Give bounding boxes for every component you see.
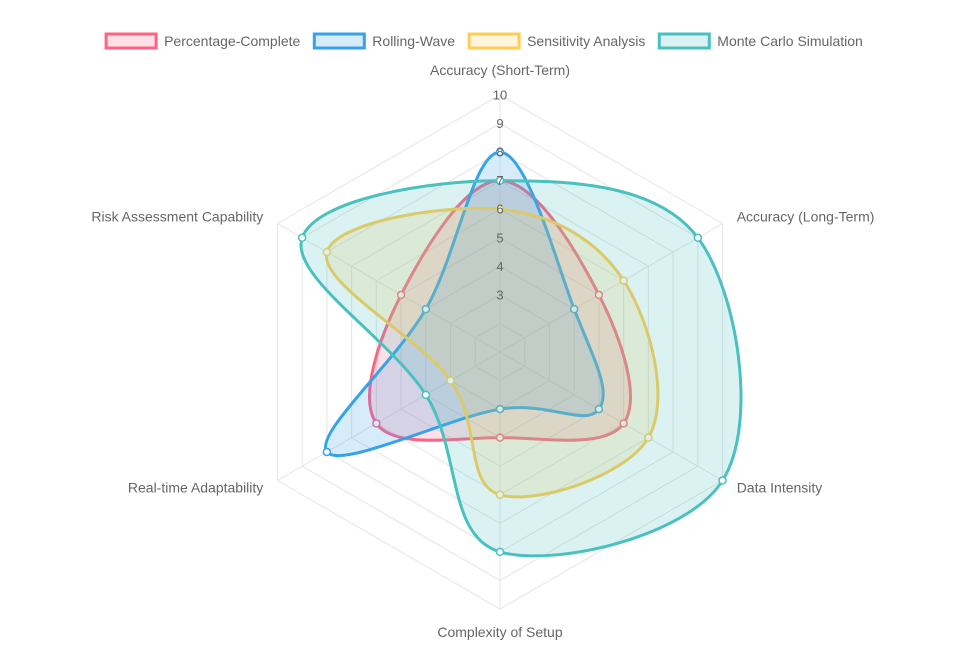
tick-label-4: 4 (496, 259, 503, 274)
legend-item-rolling-wave[interactable]: Rolling-Wave (312, 32, 455, 50)
point-percentage-complete-risk-assessment-capability[interactable] (396, 290, 406, 300)
tick-label-5: 5 (496, 230, 503, 245)
point-sensitivity-analysis-real-time-adaptability[interactable] (446, 376, 455, 385)
point-rolling-wave-accuracy-long-term[interactable] (569, 304, 579, 314)
legend-swatch-rolling-wave (312, 32, 366, 50)
series-sensitivity-analysis (322, 204, 660, 500)
tick-label-6: 6 (496, 202, 503, 217)
tick-label-9: 9 (496, 116, 503, 131)
point-sensitivity-analysis-data-intensity[interactable] (644, 433, 653, 442)
point-monte-carlo-simulation-data-intensity[interactable] (718, 476, 727, 485)
axis-label-risk-assessment-capability: Risk Assessment Capability (91, 209, 263, 225)
radar-series (297, 147, 743, 558)
point-monte-carlo-simulation-accuracy-short-term[interactable] (495, 176, 505, 185)
point-monte-carlo-simulation-risk-assessment-capability[interactable] (297, 233, 307, 243)
point-monte-carlo-simulation-accuracy-long-term[interactable] (693, 233, 703, 243)
series-area-monte-carlo-simulation (299, 179, 743, 558)
point-rolling-wave-data-intensity[interactable] (594, 404, 604, 414)
point-percentage-complete-accuracy-long-term[interactable] (594, 290, 604, 300)
legend-item-percentage-complete[interactable]: Percentage-Complete (104, 32, 300, 50)
legend-label-rolling-wave: Rolling-Wave (372, 33, 455, 49)
axis-label-real-time-adaptability: Real-time Adaptability (128, 480, 263, 496)
legend-swatch-monte-carlo-simulation (657, 32, 711, 50)
point-monte-carlo-simulation-complexity-of-setup[interactable] (495, 547, 505, 557)
spoke-real-time-adaptability (277, 351, 501, 481)
point-sensitivity-analysis-risk-assessment-capability[interactable] (322, 247, 332, 257)
legend-item-sensitivity-analysis[interactable]: Sensitivity Analysis (467, 32, 645, 50)
point-rolling-wave-risk-assessment-capability[interactable] (421, 304, 431, 314)
series-monte-carlo-simulation (297, 176, 743, 558)
legend-item-monte-carlo-simulation[interactable]: Monte Carlo Simulation (657, 32, 863, 50)
point-rolling-wave-complexity-of-setup[interactable] (495, 404, 505, 414)
series-percentage-complete (368, 176, 632, 442)
spoke-risk-assessment-capability (277, 223, 501, 353)
spoke-accuracy-long-term (499, 223, 723, 353)
point-percentage-complete-data-intensity[interactable] (619, 419, 628, 428)
point-sensitivity-analysis-accuracy-long-term[interactable] (619, 276, 628, 285)
axis-labels: Accuracy (Short-Term) Accuracy (Long-Term… (91, 62, 874, 640)
point-rolling-wave-accuracy-short-term[interactable] (495, 147, 505, 157)
radial-ticks: 3 4 5 6 7 8 9 10 (493, 88, 507, 303)
legend: Percentage-Complete Rolling-Wave Sensitivi… (104, 32, 863, 50)
tick-label-10: 10 (493, 88, 507, 103)
axis-label-complexity-of-setup: Complexity of Setup (437, 624, 562, 640)
tick-label-7: 7 (496, 173, 503, 188)
tick-label-3: 3 (496, 287, 503, 302)
point-percentage-complete-complexity-of-setup[interactable] (495, 433, 505, 442)
axis-label-accuracy-long-term: Accuracy (Long-Term) (737, 209, 875, 225)
legend-swatch-sensitivity-analysis (467, 32, 521, 50)
legend-swatch-percentage-complete (104, 32, 158, 50)
point-monte-carlo-simulation-real-time-adaptability[interactable] (421, 390, 431, 400)
legend-label-percentage-complete: Percentage-Complete (164, 33, 300, 49)
point-rolling-wave-real-time-adaptability[interactable] (322, 447, 332, 457)
legend-label-sensitivity-analysis: Sensitivity Analysis (527, 33, 645, 49)
axis-label-accuracy-short-term: Accuracy (Short-Term) (430, 62, 570, 78)
legend-label-monte-carlo-simulation: Monte Carlo Simulation (717, 33, 863, 49)
point-percentage-complete-real-time-adaptability[interactable] (372, 419, 381, 428)
point-sensitivity-analysis-complexity-of-setup[interactable] (495, 490, 505, 500)
tick-label-8: 8 (496, 145, 503, 160)
spoke-data-intensity (499, 351, 723, 481)
point-sensitivity-analysis-accuracy-short-term[interactable] (495, 204, 505, 214)
axis-label-data-intensity: Data Intensity (737, 480, 823, 496)
series-rolling-wave (322, 147, 605, 458)
